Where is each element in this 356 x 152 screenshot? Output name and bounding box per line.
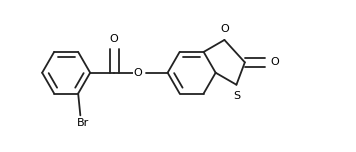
Text: Br: Br xyxy=(77,118,89,128)
Text: S: S xyxy=(233,91,240,101)
Text: O: O xyxy=(271,57,279,67)
Text: O: O xyxy=(134,68,142,78)
Text: O: O xyxy=(220,24,229,34)
Text: O: O xyxy=(110,34,119,44)
